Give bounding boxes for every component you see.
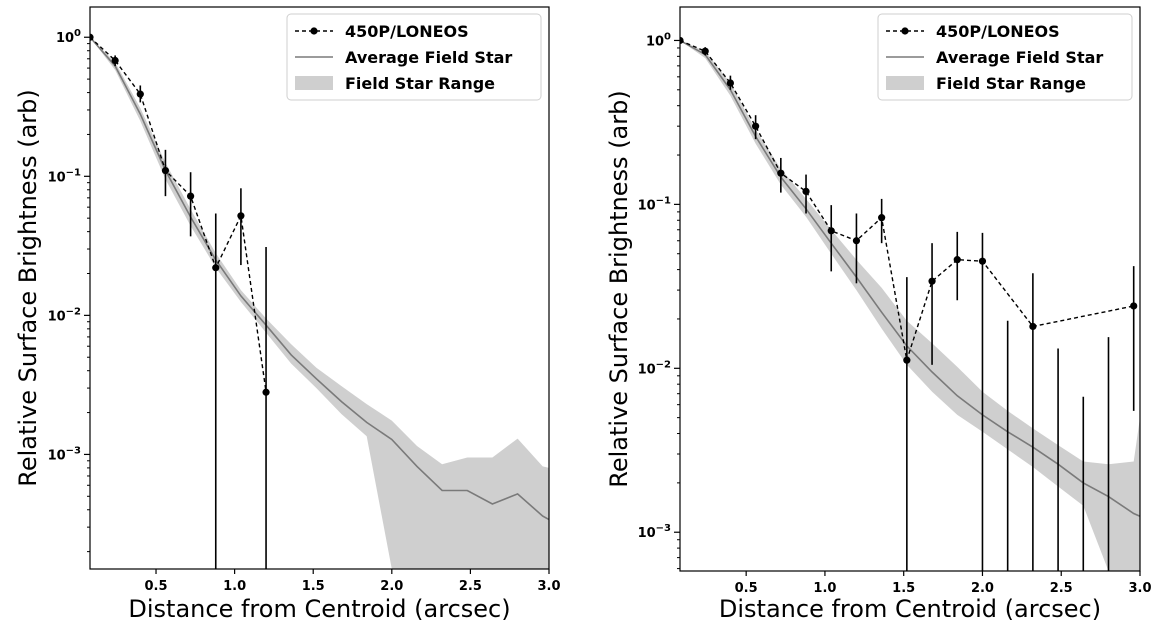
legend-marker-loneos <box>901 27 909 35</box>
chart-panel-2: 0.5 1.0 1.5 2.0 2.5 3.0 100 10−1 10−2 10−3 Distanc… <box>605 6 1152 623</box>
data-point <box>161 166 170 175</box>
legend: 450P/LONEOS Average Field Star Field Star … <box>877 13 1133 101</box>
y-tick-label: 10−1 <box>638 195 671 213</box>
data-point <box>136 90 144 98</box>
x-tick-label: 2.5 <box>1050 581 1073 596</box>
x-tick-label: 3.0 <box>1128 581 1151 596</box>
data-point <box>928 277 936 285</box>
plot-area <box>680 36 1140 571</box>
data-point <box>802 187 810 196</box>
data-point <box>878 214 886 222</box>
average-field-star-line <box>680 39 1140 518</box>
plot-area <box>90 33 549 569</box>
y-tick-label: 100 <box>56 28 81 46</box>
data-point <box>752 122 760 130</box>
y-axis-label: Relative Surface Brightness (arb) <box>14 89 42 486</box>
x-tick-label: 2.5 <box>459 579 482 594</box>
data-point <box>827 227 835 235</box>
x-axis-label: Distance from Centroid (arcsec) <box>128 595 510 623</box>
legend: 450P/LONEOS Average Field Star Field Star … <box>286 13 542 101</box>
data-point <box>726 79 735 87</box>
y-tick-label: 10−1 <box>48 167 81 185</box>
legend-label-average: Average Field Star <box>345 48 512 67</box>
data-point <box>1029 322 1037 331</box>
legend-frame <box>286 13 542 101</box>
x-tick-label: 1.5 <box>892 581 915 596</box>
legend-frame <box>877 13 1133 101</box>
data-point <box>212 264 220 272</box>
data-point <box>111 56 119 65</box>
data-point <box>237 212 245 220</box>
x-tick-label: 0.5 <box>145 579 168 594</box>
legend-label-average: Average Field Star <box>936 48 1103 67</box>
field-star-range-band <box>680 40 1140 571</box>
data-point <box>852 237 861 245</box>
y-tick-label: 10−2 <box>48 306 81 324</box>
legend-swatch-range <box>886 76 924 90</box>
data-point <box>187 192 195 200</box>
average-field-star-line <box>90 36 549 521</box>
data-point <box>953 256 961 264</box>
x-tick-label: 3.0 <box>537 579 560 594</box>
data-point <box>90 33 94 41</box>
x-tick-label: 1.0 <box>813 581 836 596</box>
field-star-range-band <box>90 37 549 569</box>
data-point <box>262 388 270 396</box>
y-tick-label: 100 <box>646 31 671 49</box>
y-tick-label: 10−2 <box>638 359 671 377</box>
legend-label-range: Field Star Range <box>936 74 1086 93</box>
y-axis-label: Relative Surface Brightness (arb) <box>605 90 633 487</box>
loneos-dashed-line <box>90 36 267 393</box>
plot-frame <box>89 6 550 570</box>
x-tick-label: 2.0 <box>971 581 994 596</box>
x-tick-label: 1.5 <box>302 579 325 594</box>
data-point <box>978 257 987 265</box>
legend-label-loneos: 450P/LONEOS <box>936 22 1060 41</box>
legend-label-range: Field Star Range <box>345 74 495 93</box>
y-tick-label: 10−3 <box>638 523 671 541</box>
x-tick-label: 2.0 <box>380 579 403 594</box>
plot-frame <box>679 6 1141 572</box>
x-axis-label: Distance from Centroid (arcsec) <box>719 595 1101 623</box>
chart-panel-1: 0.5 1.0 1.5 2.0 2.5 3.0 100 10−1 10−2 10−3 Distanc… <box>14 6 561 623</box>
data-point <box>777 169 785 177</box>
y-tick-label: 10−3 <box>48 445 81 463</box>
data-point <box>701 47 709 55</box>
data-point <box>680 36 684 45</box>
data-point <box>1130 302 1138 310</box>
legend-marker-loneos <box>310 27 318 35</box>
legend-label-loneos: 450P/LONEOS <box>345 22 469 41</box>
data-point <box>903 356 911 364</box>
x-tick-label: 0.5 <box>735 581 758 596</box>
legend-swatch-range <box>295 76 333 90</box>
x-tick-label: 1.0 <box>223 579 246 594</box>
